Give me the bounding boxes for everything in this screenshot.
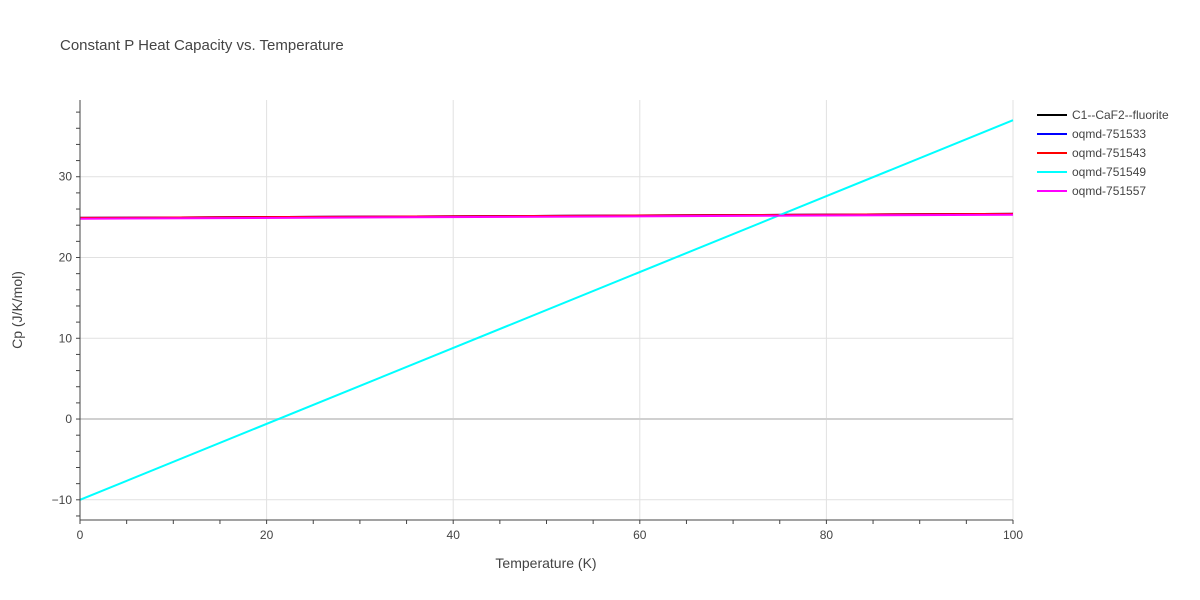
x-tick-label: 20 <box>260 528 274 542</box>
legend-label: oqmd-751557 <box>1072 184 1146 198</box>
legend-item[interactable]: oqmd-751549 <box>1037 165 1146 179</box>
x-axis-label: Temperature (K) <box>495 555 596 571</box>
y-tick-label: 20 <box>59 251 73 265</box>
legend-label: oqmd-751533 <box>1072 127 1146 141</box>
series-line <box>79 213 1014 220</box>
legend-label: C1--CaF2--fluorite <box>1072 108 1169 122</box>
legend-item[interactable]: oqmd-751557 <box>1037 184 1146 198</box>
chart-title: Constant P Heat Capacity vs. Temperature <box>60 37 344 54</box>
legend-item[interactable]: C1--CaF2--fluorite <box>1037 108 1169 122</box>
y-tick-label: 30 <box>59 170 73 184</box>
x-tick-label: 60 <box>633 528 647 542</box>
legend-item[interactable]: oqmd-751533 <box>1037 127 1146 141</box>
x-tick-label: 100 <box>1003 528 1023 542</box>
plot-area <box>79 119 1014 501</box>
y-tick-label: 0 <box>65 412 72 426</box>
x-tick-label: 40 <box>447 528 461 542</box>
y-tick-label: 10 <box>59 331 73 345</box>
y-tick-label: −10 <box>52 493 73 507</box>
legend[interactable]: C1--CaF2--fluorite oqmd-751533 oqmd-751543… <box>1037 108 1169 198</box>
legend-label: oqmd-751543 <box>1072 146 1146 160</box>
y-axis-label: Cp (J/K/mol) <box>9 271 25 349</box>
legend-label: oqmd-751549 <box>1072 165 1146 179</box>
axes: 0 20 40 60 80 100 −10 0 10 20 30 <box>52 100 1023 542</box>
legend-item[interactable]: oqmd-751543 <box>1037 146 1146 160</box>
series-line <box>79 119 1014 501</box>
grid <box>79 100 1014 520</box>
x-tick-label: 0 <box>77 528 84 542</box>
x-tick-label: 80 <box>820 528 834 542</box>
